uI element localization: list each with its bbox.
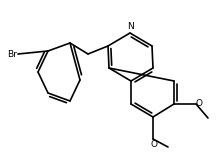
Text: O: O xyxy=(151,140,158,149)
Text: O: O xyxy=(195,99,202,108)
Text: Br: Br xyxy=(7,49,17,58)
Text: N: N xyxy=(127,22,133,31)
